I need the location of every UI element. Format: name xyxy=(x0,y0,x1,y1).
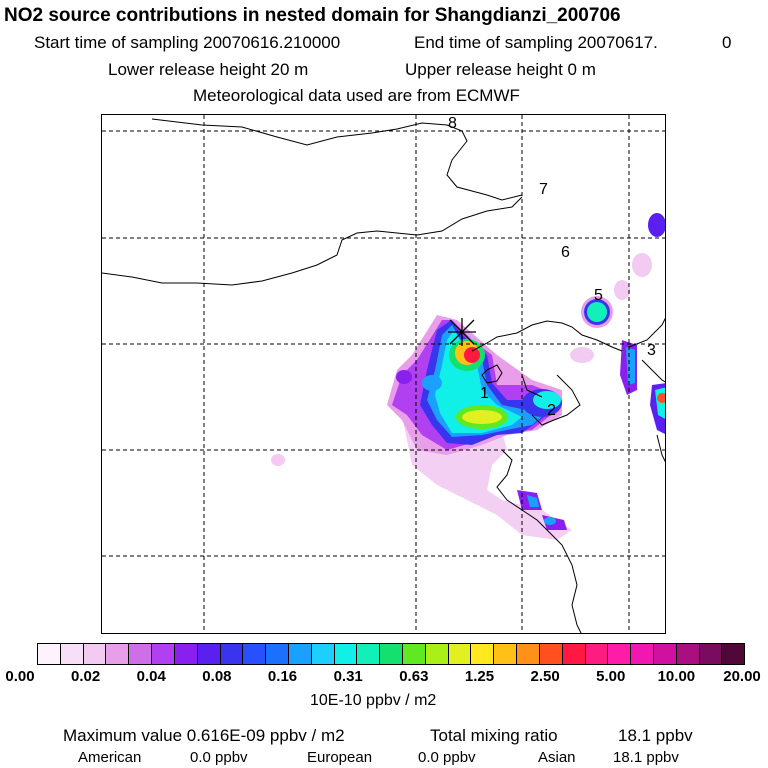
colorbar-segment xyxy=(288,644,312,664)
total-mixing-value: 18.1 ppbv xyxy=(618,726,693,745)
colorbar-segment xyxy=(152,644,175,664)
end-time-label: End time of sampling 20070617. xyxy=(414,33,658,52)
colorbar-segment xyxy=(425,644,449,664)
colorbar-segment xyxy=(631,644,654,664)
colorbar-segment xyxy=(266,644,289,664)
lat-lon-grid xyxy=(102,115,665,633)
european-value: 0.0 ppbv xyxy=(418,749,476,766)
source-label-2: 2 xyxy=(547,402,556,419)
total-mixing-label: Total mixing ratio xyxy=(430,726,558,745)
colorbar-segment xyxy=(676,644,700,664)
asterisk-icon xyxy=(448,318,476,346)
colorbar-segment xyxy=(722,644,745,664)
colorbar-tick-label: 0.08 xyxy=(202,668,232,685)
colorbar-segment xyxy=(220,644,244,664)
colorbar-segment xyxy=(471,644,495,664)
colorbar-segment xyxy=(197,644,221,664)
european-label: European xyxy=(307,749,373,766)
colorbar-tick-label: 0.16 xyxy=(267,668,298,685)
lower-release-height: Lower release height 20 m xyxy=(108,60,309,79)
end-time-suffix: 0 xyxy=(722,33,732,52)
colorbar-segment xyxy=(334,644,358,664)
start-time-label: Start time of sampling 20070616.210000 xyxy=(34,33,341,52)
asian-label: Asian xyxy=(538,749,576,766)
colorbar-segment xyxy=(243,644,267,664)
colorbar-tick-label: 0.00 xyxy=(5,668,35,685)
source-label-1: 1 xyxy=(480,385,489,402)
colorbar-ticks: 0.00 0.02 0.04 0.08 0.16 0.31 0.63 1.25 2.50 5.00… xyxy=(0,668,768,688)
source-label-6: 6 xyxy=(561,244,570,261)
colorbar-units: 10E-10 ppbv / m2 xyxy=(310,692,437,709)
colorbar-segment xyxy=(699,644,723,664)
colorbar-tick-label: 5.00 xyxy=(596,668,626,685)
colorbar-tick-label: 0.02 xyxy=(71,668,101,685)
colorbar-segment xyxy=(585,644,609,664)
american-label: American xyxy=(78,749,142,766)
colorbar-tick-label: 20.00 xyxy=(723,668,761,685)
colorbar-segment xyxy=(653,644,677,664)
colorbar-segment xyxy=(380,644,403,664)
colorbar-tick-label: 0.31 xyxy=(333,668,363,685)
colorbar-segment xyxy=(608,644,632,664)
upper-release-height: Upper release height 0 m xyxy=(405,60,596,79)
source-label-5: 5 xyxy=(594,287,603,304)
colorbar-tick-label: 0.04 xyxy=(136,668,166,685)
colorbar-segment xyxy=(38,644,61,664)
colorbar-segment xyxy=(403,644,426,664)
maximum-value: Maximum value 0.616E-09 ppbv / m2 xyxy=(63,726,345,745)
colorbar-tick-label: 2.50 xyxy=(530,668,560,685)
colorbar-segment xyxy=(83,644,107,664)
colorbar xyxy=(37,643,745,665)
colorbar-segment xyxy=(494,644,518,664)
asian-value: 18.1 ppbv xyxy=(613,749,679,766)
colorbar-segment xyxy=(129,644,153,664)
met-data-label: Meteorological data used are from ECMWF xyxy=(193,86,520,105)
page-title: NO2 source contributions in nested domai… xyxy=(4,5,621,26)
coastline xyxy=(102,118,665,633)
colorbar-tick-label: 1.25 xyxy=(464,668,495,685)
colorbar-segment xyxy=(174,644,198,664)
colorbar-segment xyxy=(60,644,84,664)
concentration-field xyxy=(271,213,665,540)
colorbar-segment xyxy=(106,644,130,664)
source-label-8: 8 xyxy=(448,115,457,132)
colorbar-segment xyxy=(562,644,586,664)
contribution-map: 1 2 3 5 6 7 8 xyxy=(101,114,666,634)
colorbar-tick-label: 0.63 xyxy=(399,668,429,685)
colorbar-segment xyxy=(357,644,381,664)
colorbar-tick-label: 10.00 xyxy=(657,668,696,685)
colorbar-segment xyxy=(539,644,563,664)
colorbar-segment xyxy=(448,644,472,664)
colorbar-segment xyxy=(517,644,540,664)
map-canvas: 1 2 3 5 6 7 8 xyxy=(102,115,665,633)
source-label-7: 7 xyxy=(539,181,548,198)
source-label-3: 3 xyxy=(647,342,656,359)
american-value: 0.0 ppbv xyxy=(190,749,248,766)
colorbar-segment xyxy=(311,644,335,664)
